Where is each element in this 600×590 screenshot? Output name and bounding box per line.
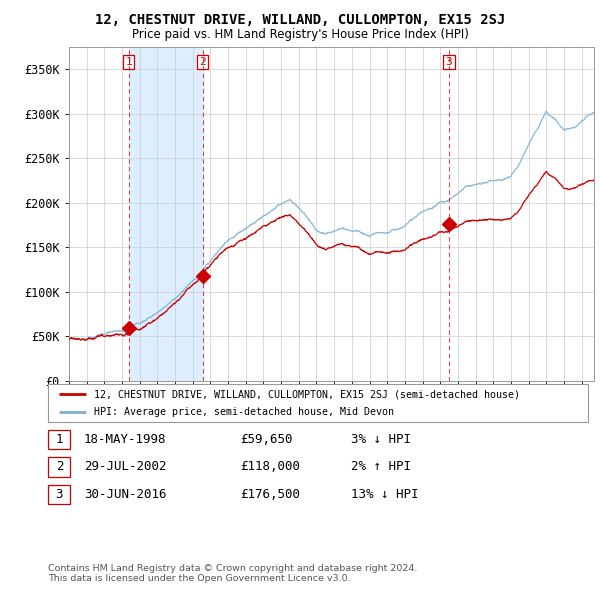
Text: 3% ↓ HPI: 3% ↓ HPI	[351, 432, 411, 446]
Text: HPI: Average price, semi-detached house, Mid Devon: HPI: Average price, semi-detached house,…	[94, 407, 394, 417]
Text: Contains HM Land Registry data © Crown copyright and database right 2024.
This d: Contains HM Land Registry data © Crown c…	[48, 563, 418, 583]
Text: 13% ↓ HPI: 13% ↓ HPI	[351, 488, 419, 501]
Text: 3: 3	[446, 57, 452, 67]
FancyBboxPatch shape	[48, 384, 588, 422]
Text: £59,650: £59,650	[240, 432, 293, 446]
Text: 1: 1	[56, 432, 63, 446]
Text: 12, CHESTNUT DRIVE, WILLAND, CULLOMPTON, EX15 2SJ: 12, CHESTNUT DRIVE, WILLAND, CULLOMPTON,…	[95, 13, 505, 27]
Text: 18-MAY-1998: 18-MAY-1998	[84, 432, 167, 446]
Text: 12, CHESTNUT DRIVE, WILLAND, CULLOMPTON, EX15 2SJ (semi-detached house): 12, CHESTNUT DRIVE, WILLAND, CULLOMPTON,…	[94, 389, 520, 399]
Bar	[129, 47, 203, 381]
Text: 2% ↑ HPI: 2% ↑ HPI	[351, 460, 411, 474]
Text: £118,000: £118,000	[240, 460, 300, 474]
Text: Price paid vs. HM Land Registry's House Price Index (HPI): Price paid vs. HM Land Registry's House …	[131, 28, 469, 41]
Text: £176,500: £176,500	[240, 488, 300, 501]
Text: 3: 3	[56, 488, 63, 501]
Text: 2: 2	[56, 460, 63, 474]
Text: 30-JUN-2016: 30-JUN-2016	[84, 488, 167, 501]
Text: 1: 1	[125, 57, 132, 67]
Text: 29-JUL-2002: 29-JUL-2002	[84, 460, 167, 474]
Text: 2: 2	[199, 57, 206, 67]
